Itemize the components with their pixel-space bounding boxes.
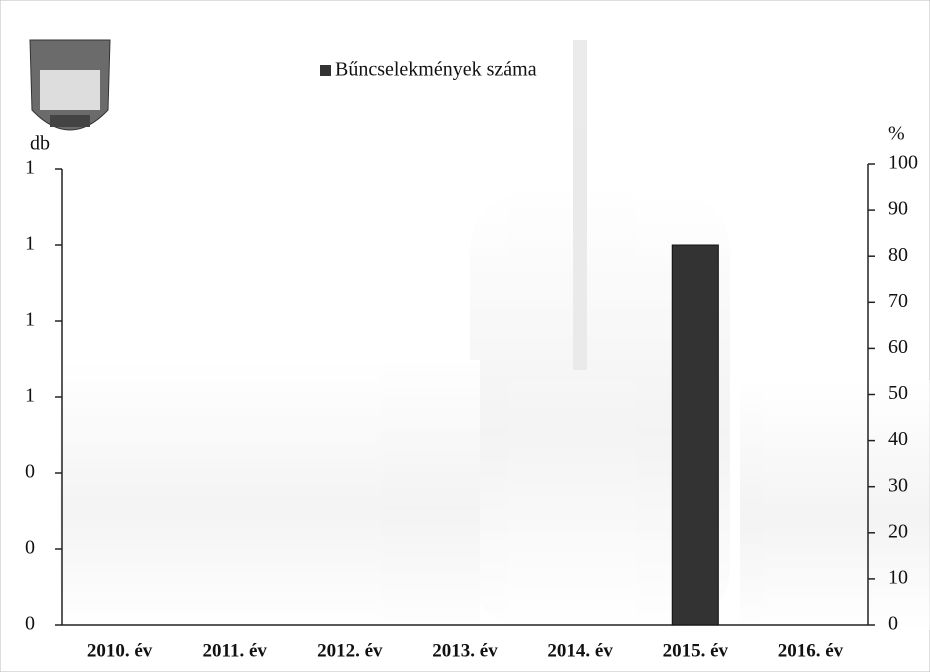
logo (29, 39, 111, 131)
y2-axis-label: % (888, 123, 905, 145)
y2-tick-label: 70 (888, 290, 908, 312)
legend-label: Bűncselekmények száma (335, 59, 537, 81)
y-tick-label: 0 (25, 613, 35, 635)
y-tick-label: 1 (25, 157, 35, 179)
background-building (60, 40, 930, 630)
y-tick-label: 1 (25, 385, 35, 407)
y2-tick-label: 0 (888, 613, 898, 635)
bar (671, 244, 719, 626)
x-tick-label: 2016. év (778, 640, 844, 661)
y2-tick-label: 40 (888, 428, 908, 450)
x-tick-label: 2011. év (203, 640, 268, 661)
y2-tick-label: 10 (888, 566, 908, 588)
y-tick-label: 0 (25, 537, 35, 559)
y2-tick-label: 50 (888, 382, 908, 404)
x-tick-label: 2010. év (87, 640, 153, 661)
x-tick-label: 2015. év (663, 640, 729, 661)
y-tick-label: 1 (25, 309, 35, 331)
y2-tick-label: 90 (888, 198, 908, 220)
y2-tick-label: 60 (888, 336, 908, 358)
y-tick-label: 0 (25, 461, 35, 483)
y2-tick-label: 20 (888, 520, 908, 542)
x-tick-label: 2012. év (317, 640, 383, 661)
x-tick-label: 2013. év (432, 640, 498, 661)
y2-tick-label: 100 (888, 152, 918, 174)
y-axis-label: db (30, 133, 50, 155)
y2-tick-label: 30 (888, 474, 908, 496)
legend-swatch (320, 65, 331, 76)
y-tick-label: 1 (25, 233, 35, 255)
y2-tick-label: 80 (888, 244, 908, 266)
x-tick-label: 2014. év (547, 640, 613, 661)
